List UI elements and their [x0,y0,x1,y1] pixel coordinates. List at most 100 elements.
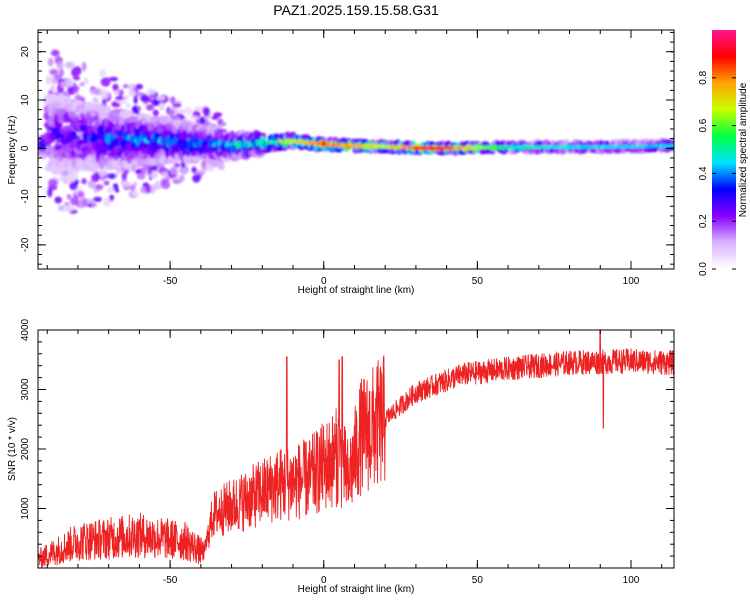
spectrogram-cell [107,187,115,193]
snr-panel: -50 0 50 100 1000 2000 3000 4000 Height of stra… [7,318,675,595]
spectrogram-cell [172,102,182,108]
spectrogram-cell [126,103,131,108]
spectrogram-cell [73,84,79,94]
spectrogram-cell [60,81,67,88]
spectrogram-cell [115,188,120,193]
spectrogram-cell [93,87,100,96]
spectrogram-cell [124,109,131,119]
colorbar-ticks: 0.0 0.2 0.4 0.6 0.8 [698,70,736,276]
spectrogram-cell [201,160,207,169]
snr-y-axis-label: SNR (10 * v/v) [7,417,18,481]
spectrogram-cell [60,137,70,145]
spectrogram-cell [147,94,156,100]
spectrogram-blobs [38,49,674,214]
snr-ticks: -50 0 50 100 1000 2000 3000 4000 [20,318,674,586]
spectrogram-cell [70,196,80,206]
spectrogram-cell [69,89,75,95]
spectrogram-cell [132,191,140,196]
spectrogram-cell [108,173,116,180]
snr-x-tick-label: -50 [163,575,178,586]
spectrogram-y-tick-label: 0 [20,145,31,151]
spectrogram-cell [160,180,171,189]
spectrogram-cell [91,173,100,183]
spectrogram-cell [83,77,89,85]
spectrogram-cell [135,169,141,175]
spectrogram-cell [220,162,225,171]
spectrogram-cell [140,94,150,102]
spectrogram-cell [156,95,166,101]
spectrogram-cell [100,77,111,87]
spectrogram-cell [152,109,159,117]
spectrogram-cell [79,82,85,87]
spectrogram-cell [55,132,65,140]
spectrogram-cell [82,61,87,72]
snr-y-tick-label: 4000 [20,318,31,341]
snr-x-tick-label: 50 [472,575,484,586]
spectrogram-cell [167,109,175,116]
spectrogram-cell [189,115,199,121]
spectrogram-cell [199,116,206,126]
spectrogram-cell [194,106,202,111]
spectrogram-x-tick-label: 0 [321,276,327,287]
spectrogram-cell [115,95,125,101]
spectrogram-cell [148,157,158,166]
spectrogram-x-tick-label: 100 [623,276,640,287]
spectrogram-cell [145,184,151,194]
spectrogram-cell [153,181,163,190]
spectrogram-cell [90,89,95,95]
spectrogram-cell [91,202,97,207]
spectrogram-cell [154,99,159,106]
spectrogram-cell [86,198,94,204]
spectrogram-cell [179,164,189,175]
snr-marks [38,330,674,568]
spectrogram-cell [47,57,54,67]
spectrogram-y-axis-label: Frequency (Hz) [7,116,18,185]
spectrogram-cell [133,181,138,187]
spectrogram-cell [177,108,186,114]
spectrogram-cell [158,102,165,111]
spectrogram-cell [179,174,185,182]
colorbar-scale [712,30,736,269]
spectrogram-cell [82,200,88,208]
figure-title: PAZ1.2025.159.15.58.G31 [273,2,439,18]
spectrogram-cell [203,107,211,117]
spectrogram-cell [146,104,154,111]
spectrogram-cell [150,165,158,172]
colorbar-tick-label: 0.0 [698,262,709,276]
colorbar-tick-label: 0.4 [698,166,709,180]
spectrogram-core [671,144,674,148]
colorbar-tick-label: 0.6 [698,118,709,132]
spectrogram-cell [169,166,178,176]
spectrogram-marks [38,49,674,214]
spectrogram-cell [122,95,129,100]
spectrogram-cell [634,139,642,145]
spectrogram-x-tick-label: 50 [472,276,484,287]
spectrogram-cell [92,196,103,202]
spectrogram-x-tick-label: -50 [163,276,178,287]
spectrogram-cell [161,171,169,178]
spectrogram-cell [56,61,64,70]
spectrogram-cell [46,75,51,85]
spectrogram-cell [59,68,65,77]
spectrogram-cell [217,118,224,125]
spectrogram-cell [172,178,182,185]
spectrogram-y-tick-label: 10 [20,94,31,106]
spectrogram-cell [133,94,138,105]
spectrogram-cell [128,88,136,98]
spectrogram-x-axis-label: Height of straight line (km) [298,285,415,296]
spectrogram-cell [62,204,71,212]
spectrogram-cell [69,181,78,191]
spectrogram-cell [50,75,55,84]
spectrogram-cell [205,161,215,172]
spectrogram-y-tick-label: 20 [20,46,31,58]
spectrogram-cell [103,198,111,207]
spectrogram-cell [64,77,75,88]
spectrogram-cell [103,105,111,115]
spectrogram-cell [174,163,181,168]
colorbar-tick-label: 0.2 [698,214,709,228]
spectrogram-cell [184,107,193,115]
spectrogram-cell [77,191,85,198]
spectrogram-cell [213,112,223,118]
